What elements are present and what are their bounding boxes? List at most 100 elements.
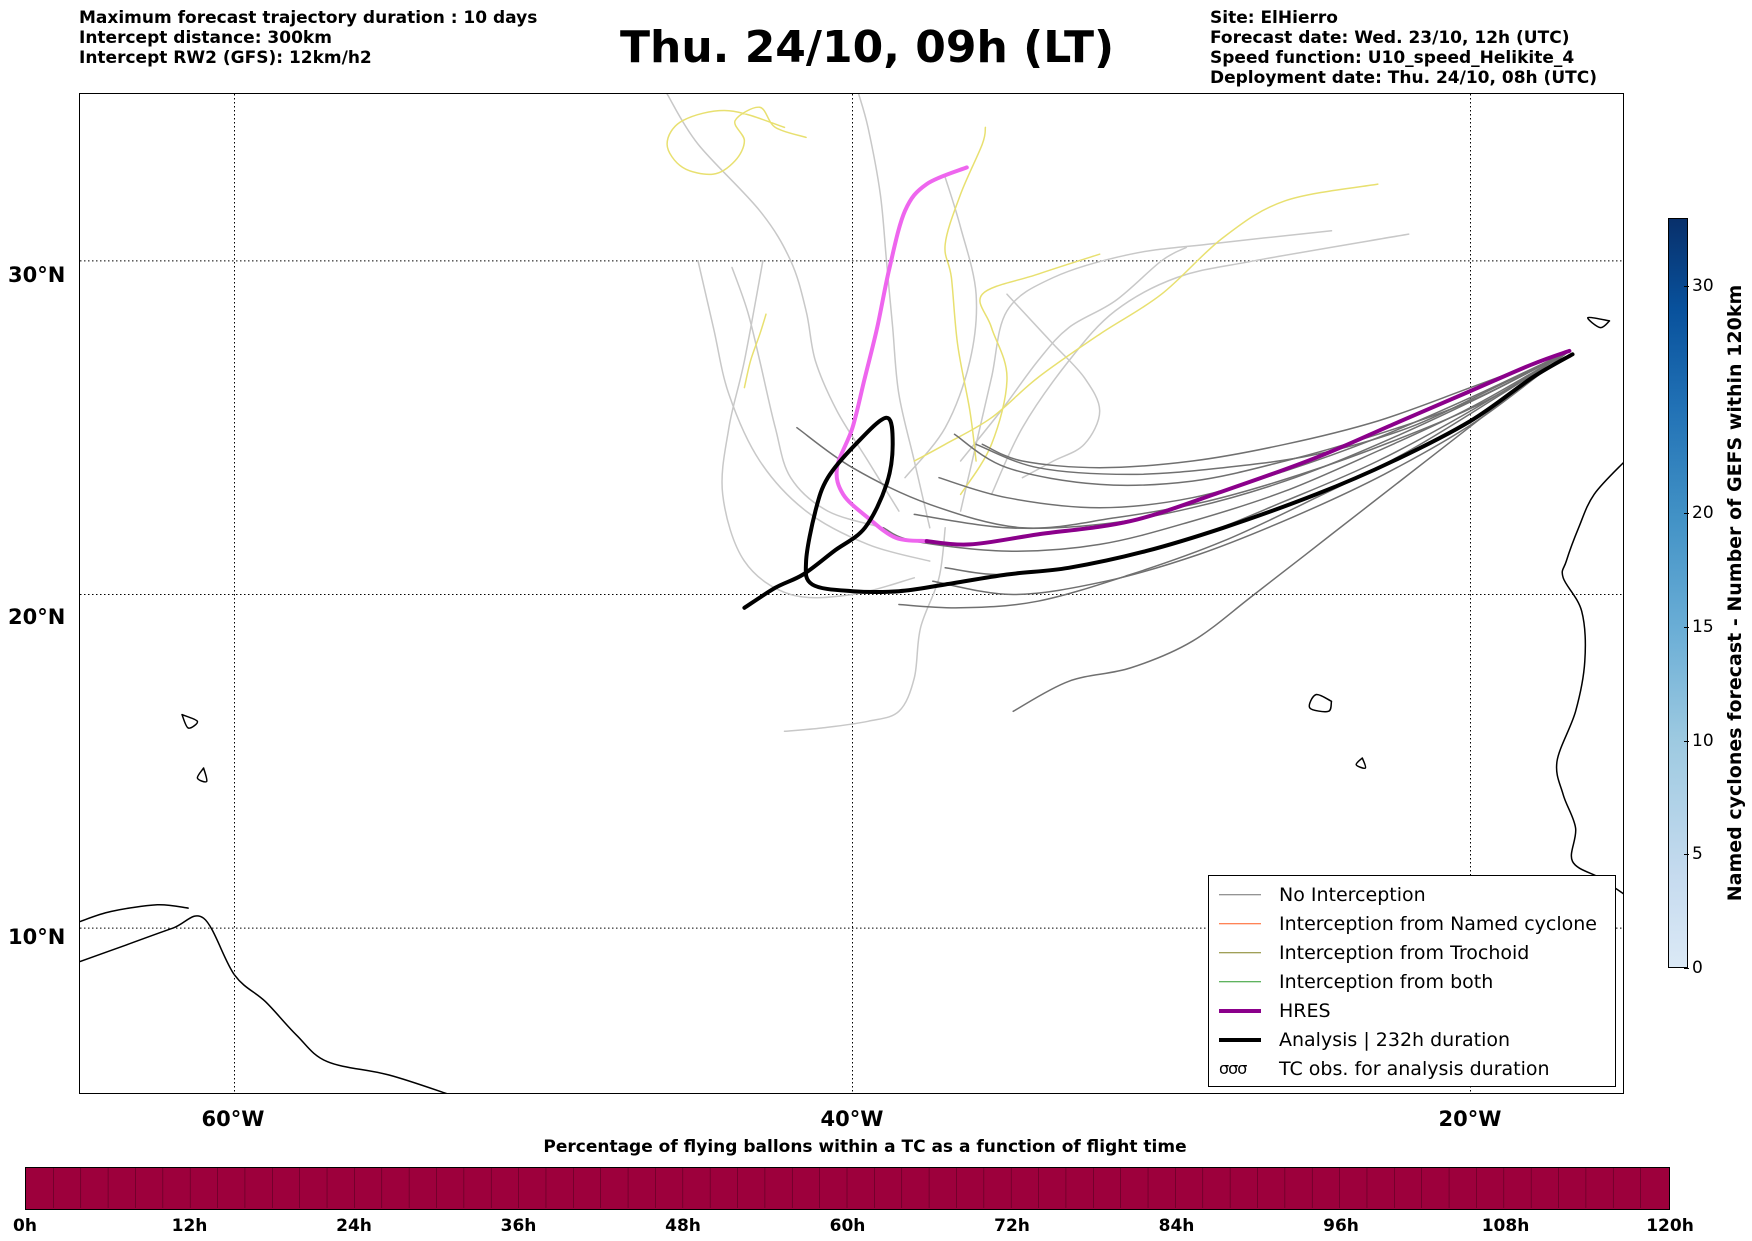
flight-time-bar: [25, 1167, 1670, 1210]
lat-label-30n: 30°N: [8, 263, 66, 287]
flight-bar-title: Percentage of flying ballons within a TC…: [543, 1137, 1187, 1157]
legend-label: No Interception: [1279, 883, 1426, 906]
hres-track: [924, 348, 1572, 547]
ensemble-track-yellow: [944, 126, 987, 462]
header-info-left: Maximum forecast trajectory duration : 1…: [79, 8, 537, 68]
ensemble-track: [731, 266, 885, 529]
no-interception-track: [932, 350, 1571, 596]
coastline: [196, 767, 208, 783]
colorbar-tick-mark: [1684, 968, 1689, 969]
lat-label-10n: 10°N: [8, 925, 66, 949]
legend-label: Interception from Named cyclone: [1279, 912, 1597, 935]
colorbar-tick-label: 5: [1692, 844, 1703, 865]
analysis-track: [742, 352, 1575, 610]
legend-item-both: Interception from both: [1219, 967, 1615, 996]
ensemble-yellow-tracks: [666, 106, 1379, 496]
header-right-line: Forecast date: Wed. 23/10, 12h (UTC): [1210, 28, 1570, 48]
header-left-line: Maximum forecast trajectory duration : 1…: [79, 8, 538, 28]
legend-label: TC obs. for analysis duration: [1279, 1057, 1550, 1080]
legend-item-named-cyclone: Interception from Named cyclone: [1219, 909, 1615, 938]
main-tracks: [742, 165, 1575, 610]
colorbar-tick-mark: [1684, 286, 1689, 288]
ensemble-track-yellow: [913, 183, 1379, 462]
colorbar-tick-mark: [1684, 513, 1689, 515]
lat-label-20n: 20°N: [8, 605, 66, 629]
header-right-line: Deployment date: Thu. 24/10, 08h (UTC): [1210, 68, 1597, 88]
coastline: [1555, 461, 1623, 895]
legend-item-analysis: Analysis | 232h duration: [1219, 1025, 1615, 1054]
legend-label: Analysis | 232h duration: [1279, 1028, 1511, 1051]
flight-bar-tick-label: 24h: [336, 1216, 372, 1236]
coastline: [80, 915, 448, 1093]
legend-item-trochoid: Interception from Trochoid: [1219, 938, 1615, 967]
legend-item-no-interception: No Interception: [1219, 880, 1615, 909]
colorbar-tick-mark: [1684, 854, 1689, 856]
header-left-line: Intercept RW2 (GFS): 12km/h2: [79, 48, 372, 68]
no-interception-track: [944, 350, 1571, 576]
tc-obs-icon: σσσ: [1219, 1058, 1247, 1078]
ensemble-track: [857, 94, 931, 529]
colorbar-tick-label: 15: [1692, 617, 1714, 638]
legend-item-tc-obs: σσσ TC obs. for analysis duration: [1219, 1054, 1615, 1083]
lon-label-60w: 60°W: [201, 1107, 265, 1131]
ensemble-track: [1006, 293, 1101, 479]
ensemble-track: [721, 260, 916, 599]
legend-swatch: [1219, 947, 1261, 959]
flight-bar-tick-label: 12h: [171, 1216, 208, 1236]
ensemble-track: [990, 233, 1410, 496]
flight-bar-tick-label: 36h: [500, 1216, 537, 1236]
flight-bar-tick-label: 60h: [829, 1216, 866, 1236]
ensemble-light-tracks: [666, 94, 1410, 733]
no-interception-track: [913, 350, 1571, 530]
legend-swatch: [1219, 918, 1261, 930]
flight-bar-tick-label: 0h: [13, 1216, 37, 1236]
no-interception-track: [1012, 350, 1571, 713]
legend-label: HRES: [1279, 999, 1331, 1022]
no-interception-track: [953, 350, 1571, 487]
ensemble-track-yellow: [743, 313, 767, 389]
no-interception-track: [981, 350, 1571, 469]
hres-track-early: [834, 165, 969, 544]
flight-bar-tick-label: 72h: [994, 1216, 1030, 1236]
colorbar-tick-mark: [1684, 627, 1689, 629]
colorbar-tick-label: 10: [1692, 730, 1714, 751]
legend-label: Interception from both: [1279, 970, 1494, 993]
flight-bar-tick-label: 84h: [1158, 1216, 1195, 1236]
colorbar-tick-label: 30: [1692, 276, 1714, 297]
coastline: [181, 713, 199, 729]
coastlines: [80, 316, 1623, 1093]
ensemble-track: [666, 94, 900, 512]
ensemble-track: [697, 260, 931, 562]
no-interception-tracks: [796, 350, 1571, 713]
no-interception-track: [882, 350, 1571, 552]
trajectory-map[interactable]: [80, 94, 1624, 1094]
legend-swatch: [1219, 1005, 1261, 1017]
header-right-line: Speed function: U10_speed_Helikite_4: [1210, 48, 1575, 68]
flight-bar-tick-label: 48h: [665, 1216, 701, 1236]
flight-bar-tick-label: 108h: [1481, 1216, 1530, 1236]
legend-swatch: [1219, 976, 1261, 988]
no-interception-track: [975, 350, 1571, 476]
ensemble-track-yellow: [959, 253, 1101, 496]
coastline: [80, 904, 189, 923]
coastline: [1355, 757, 1367, 769]
colorbar-label: Named cyclones forecast - Number of GEFS…: [1724, 284, 1746, 902]
colorbar-tick-mark: [1684, 740, 1689, 742]
header-info-right: Site: ElHierro Forecast date: Wed. 23/10…: [1210, 8, 1597, 88]
header-right-line: Site: ElHierro: [1210, 8, 1338, 28]
coastline: [1587, 316, 1611, 329]
no-interception-track: [938, 350, 1571, 509]
colorbar: [1668, 218, 1688, 968]
ensemble-track: [904, 176, 978, 479]
coastline: [1308, 693, 1333, 713]
flight-bar-segments: [53, 1168, 1641, 1208]
legend-item-hres: HRES: [1219, 996, 1615, 1025]
legend-swatch: [1219, 1034, 1261, 1046]
legend-label: Interception from Trochoid: [1279, 941, 1530, 964]
colorbar-tick-label: 0: [1692, 958, 1703, 978]
map-legend: No Interception Interception from Named …: [1208, 875, 1616, 1087]
header-left-line: Intercept distance: 300km: [79, 28, 332, 48]
colorbar-tick-label: 20: [1692, 503, 1714, 524]
map-panel[interactable]: No Interception Interception from Named …: [79, 93, 1624, 1094]
flight-bar-tick-label: 96h: [1323, 1216, 1359, 1236]
